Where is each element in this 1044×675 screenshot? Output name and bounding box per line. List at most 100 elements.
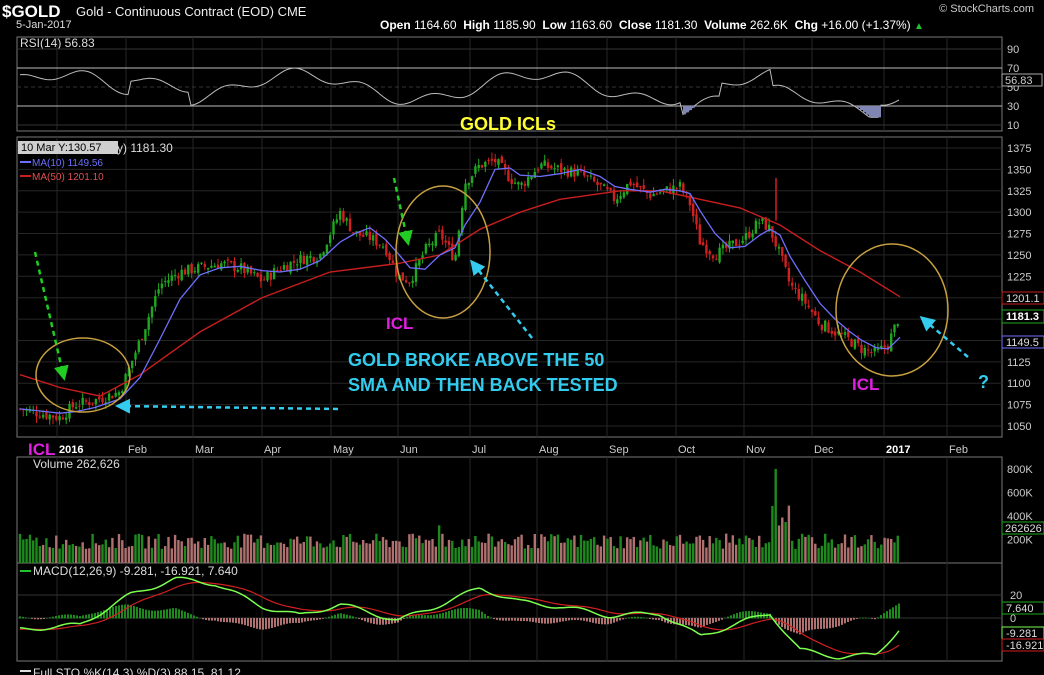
macd-histogram-bar (496, 618, 498, 620)
volume-bar (154, 538, 157, 563)
candle-body (791, 282, 794, 286)
macd-axis-tick: 20 (1010, 590, 1022, 602)
candle-body (431, 243, 434, 246)
rsi-current-value: 56.83 (1005, 75, 1033, 87)
candle-body (830, 330, 833, 334)
macd-histogram-bar (571, 618, 573, 621)
candle-body (470, 176, 474, 183)
volume-bar (833, 547, 837, 563)
close-value: 1181.30 (654, 18, 698, 32)
volume-bar (299, 543, 302, 563)
volume-bar (668, 544, 672, 563)
macd-histogram-bar (424, 615, 426, 619)
candle-body (226, 259, 230, 261)
price-legend: y) 1181.30 (117, 141, 173, 155)
macd-histogram-bar (34, 618, 36, 620)
volume-bar (734, 544, 738, 563)
volume-bar (398, 541, 401, 563)
macd-histogram-bar (595, 618, 597, 624)
macd-histogram-bar (145, 609, 147, 619)
macd-histogram-bar (31, 618, 33, 619)
volume-bar (484, 542, 487, 563)
macd-histogram-bar (82, 615, 84, 619)
macd-histogram-bar (454, 609, 456, 619)
macd-histogram-bar (256, 618, 258, 629)
volume-bar (692, 543, 695, 563)
candle-body (230, 260, 233, 263)
macd-histogram-bar (106, 609, 108, 619)
candle-body (335, 219, 338, 223)
macd-histogram-bar (247, 618, 249, 627)
macd-histogram-bar (685, 618, 687, 625)
candle-body (302, 255, 305, 265)
candle-body (177, 275, 180, 279)
macd-histogram-bar (199, 617, 201, 619)
macd-histogram-bar (640, 617, 642, 619)
volume-bar (814, 543, 817, 563)
volume-bar (329, 543, 332, 563)
candle-body (418, 259, 421, 266)
volume-bar (457, 547, 461, 563)
volume-bar (467, 539, 470, 563)
macd-histogram-bar (766, 613, 768, 619)
macd-histogram-bar (322, 618, 324, 619)
volume-bar (167, 536, 170, 563)
candle-body (55, 415, 58, 420)
volume-bar (533, 534, 536, 563)
macd-histogram-bar (367, 618, 369, 623)
candle-body (553, 168, 556, 170)
macd-histogram-bar (427, 615, 429, 619)
candle-body (259, 274, 263, 282)
macd-histogram-bar (682, 618, 684, 625)
candle-body (332, 221, 335, 235)
candle-body (61, 417, 65, 420)
macd-histogram-bar (94, 612, 96, 619)
macd-histogram-bar (745, 611, 747, 619)
macd-histogram-bar (625, 618, 627, 619)
volume-bar (837, 544, 840, 563)
volume-bar (761, 547, 764, 563)
price-axis-tick: 1275 (1007, 229, 1031, 241)
candlestick-series (18, 152, 899, 425)
candle-body (253, 272, 256, 274)
macd-histogram-bar (238, 618, 240, 624)
macd-histogram-bar (481, 611, 483, 619)
volume-bar (91, 533, 94, 563)
candle-body (140, 338, 144, 340)
macd-histogram-bar (736, 613, 738, 619)
macd-histogram-bar (313, 618, 315, 621)
volume-bar (800, 533, 804, 563)
candle-body (35, 411, 38, 417)
macd-histogram-bar (781, 618, 783, 627)
volume-bar (840, 543, 843, 563)
volume-bar (876, 548, 880, 563)
volume-bar (144, 548, 147, 563)
volume-bar (810, 537, 814, 563)
chg-label: Chg (794, 18, 818, 32)
volume-bar (649, 534, 652, 563)
candle-body (246, 266, 249, 273)
macd-histogram-bar (211, 618, 213, 621)
volume-bar (286, 547, 289, 563)
macd-histogram-bar (850, 618, 852, 621)
volume-bar (893, 542, 896, 563)
macd-histogram-bar (406, 617, 408, 619)
macd-histogram-bar (352, 616, 354, 619)
candle-body (187, 264, 190, 275)
candle-body (741, 240, 744, 243)
date-label: 5-Jan-2017 (16, 19, 72, 31)
candle-body (428, 243, 431, 246)
volume-bar (401, 546, 404, 563)
macd-histogram-bar (628, 617, 630, 619)
candle-body (484, 161, 487, 167)
candle-body (764, 217, 767, 230)
candle-body (777, 246, 781, 249)
macd-histogram-bar (172, 608, 174, 619)
volume-bar (873, 541, 876, 563)
volume-bar (804, 536, 807, 563)
volume-bar (84, 548, 88, 563)
volume-bar (107, 547, 111, 563)
volume-bar (738, 538, 741, 563)
candle-body (612, 189, 616, 201)
